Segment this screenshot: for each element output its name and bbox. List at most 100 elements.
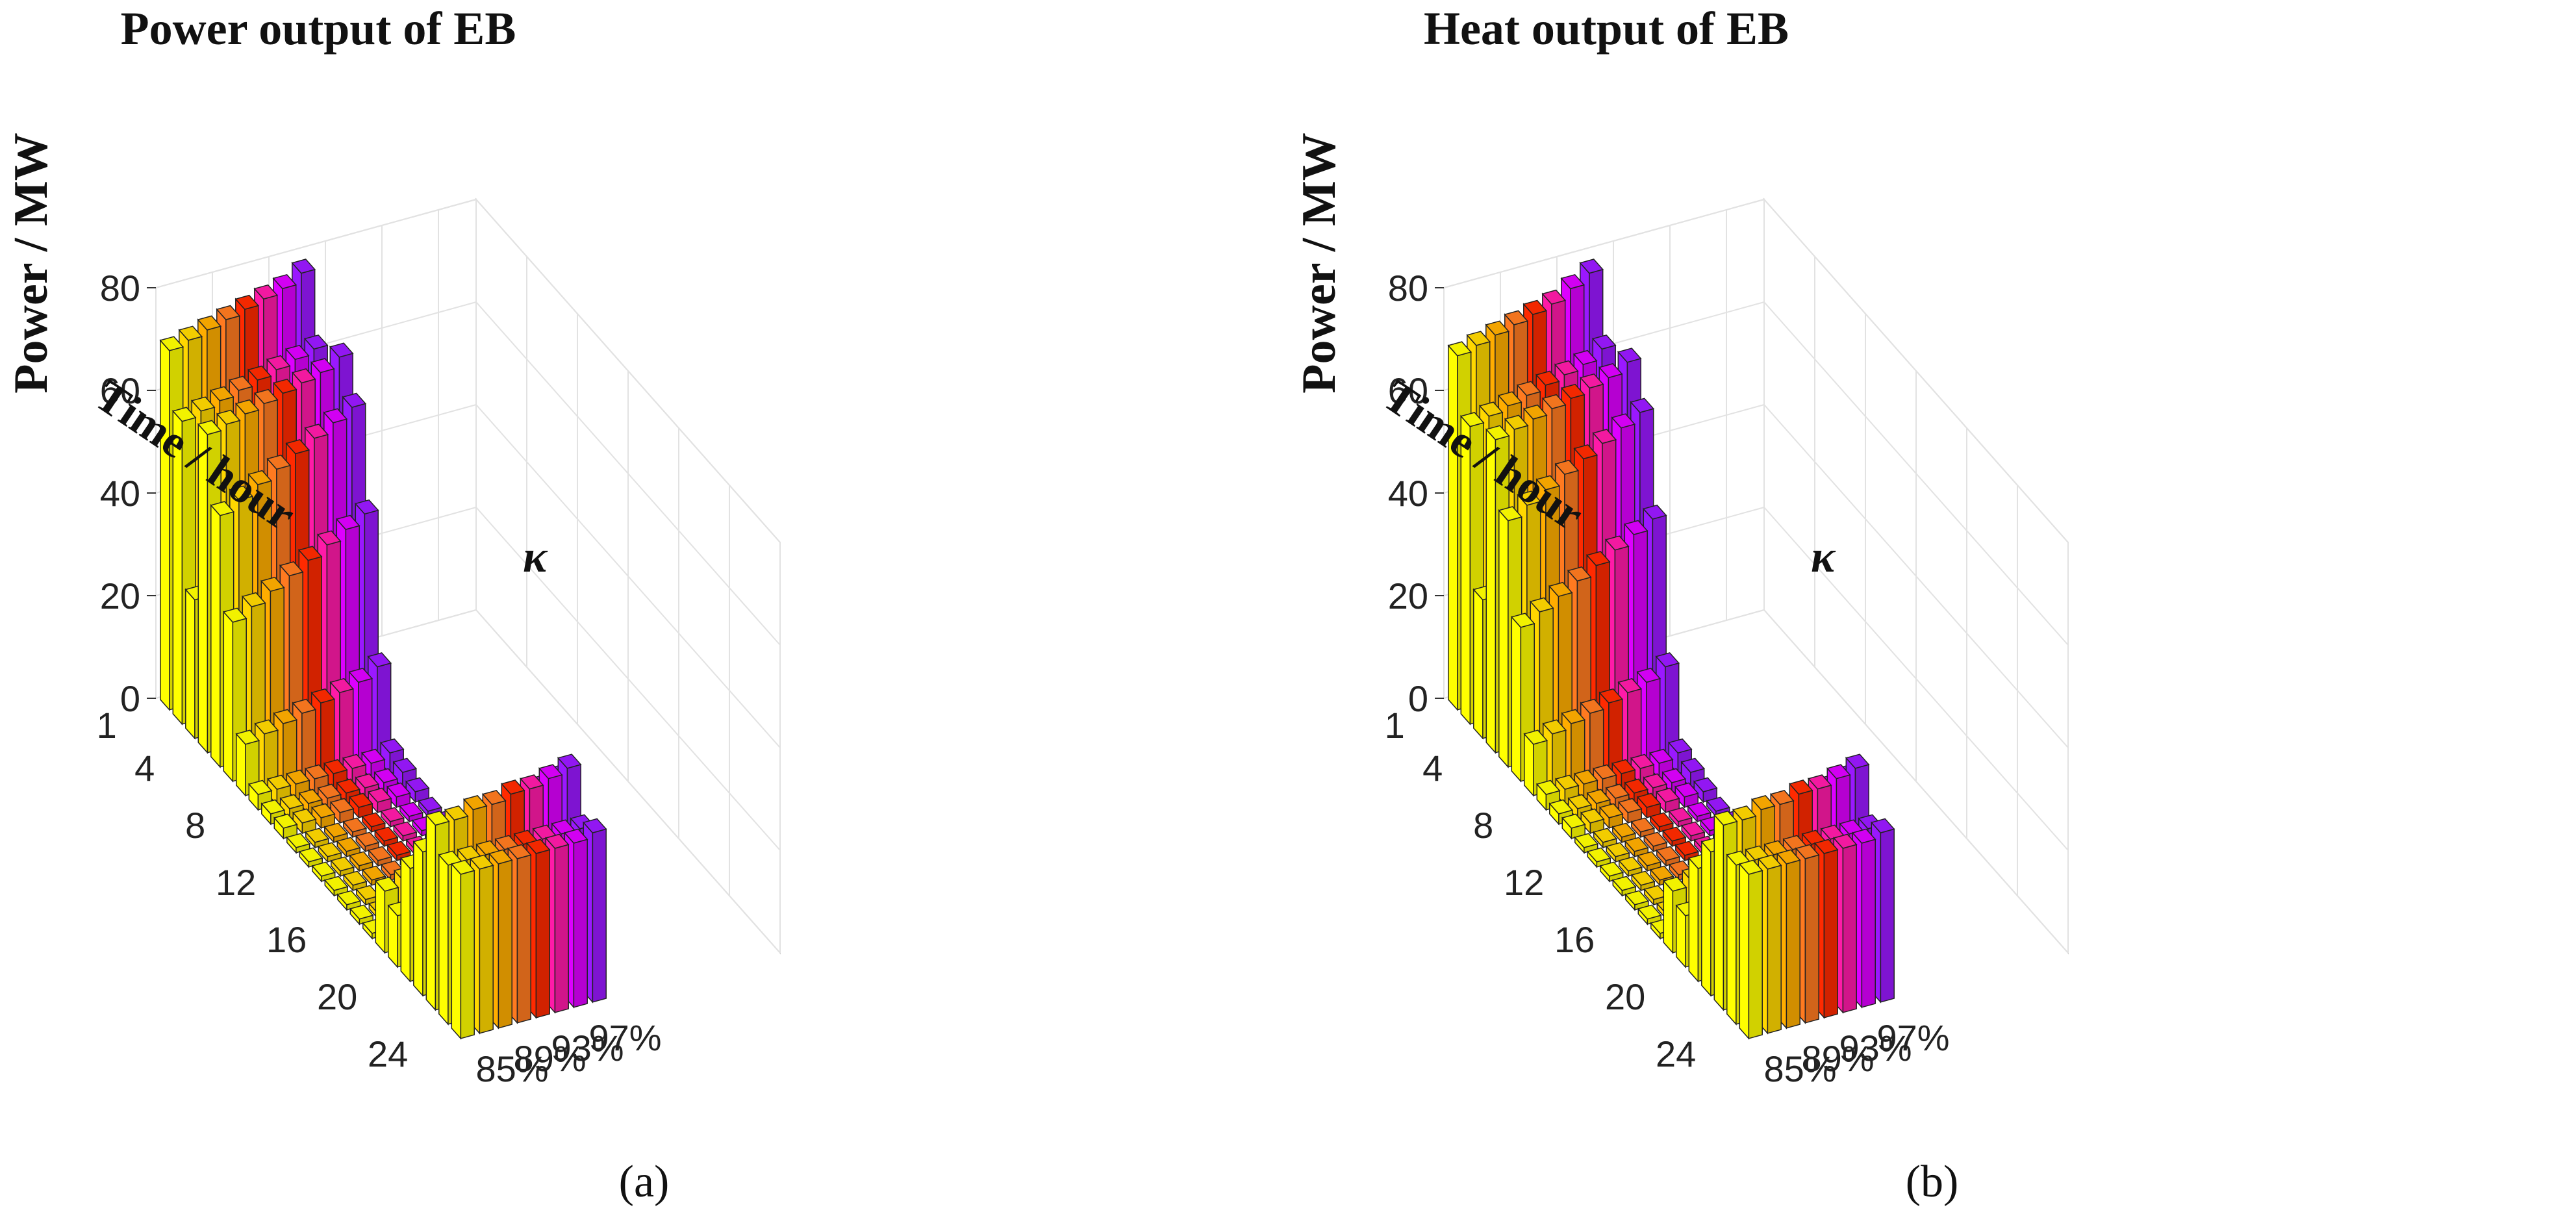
bar-top: [303, 334, 329, 350]
bar-side: [1511, 615, 1522, 783]
bar-top: [1667, 738, 1693, 754]
bar-top: [367, 652, 392, 668]
time-tick-label: 16: [1554, 919, 1595, 960]
bar-top: [361, 865, 386, 881]
bar-top: [310, 358, 335, 373]
bar-top: [1554, 774, 1580, 790]
bar-top: [544, 833, 570, 849]
bar: [1637, 851, 1662, 872]
bar-top: [355, 773, 380, 789]
bar-top: [1567, 794, 1593, 809]
bar: [1668, 807, 1693, 828]
bar-front: [460, 870, 475, 1039]
bar-side: [1448, 344, 1458, 711]
bar-top: [1624, 837, 1649, 852]
bar: [235, 729, 260, 797]
bar-top: [323, 876, 349, 891]
bar-top: [229, 485, 254, 501]
bar: [1561, 813, 1586, 840]
bar: [405, 777, 430, 803]
bar: [1757, 854, 1782, 1035]
bar-top: [1832, 833, 1858, 849]
bar-top: [1757, 854, 1782, 870]
bar-top: [292, 698, 317, 714]
bar-top: [292, 808, 317, 824]
bar-top: [450, 859, 475, 875]
bar: [1680, 821, 1706, 842]
bar-top: [1649, 812, 1674, 828]
bar-top: [348, 667, 373, 683]
bar-top: [1478, 401, 1504, 417]
bar-top: [1498, 506, 1523, 522]
bar-front: [573, 839, 588, 1008]
bar-top: [1623, 520, 1648, 535]
bar-front: [498, 859, 512, 1029]
bar-top: [1738, 859, 1763, 875]
bar-top: [462, 795, 488, 811]
bar-top: [241, 592, 266, 607]
bar: [1655, 787, 1680, 814]
bar-top: [279, 794, 305, 809]
bar-top: [1611, 822, 1637, 838]
bar-top: [386, 782, 411, 798]
bar-side: [425, 813, 436, 1011]
bar-top: [247, 365, 272, 381]
bar-side: [1498, 509, 1509, 768]
bar-top: [260, 799, 286, 815]
bar: [1586, 847, 1611, 868]
bar-top: [291, 259, 316, 274]
bar-top: [1585, 551, 1611, 566]
bar-top: [1687, 802, 1712, 817]
bar-side: [413, 840, 423, 997]
bar-top: [1630, 870, 1656, 886]
bar-top: [1643, 831, 1668, 847]
bar-front: [1804, 854, 1819, 1024]
bar-top: [1580, 808, 1605, 824]
bar-top: [273, 813, 298, 829]
kappa-tick-label: 93%: [551, 1028, 624, 1069]
bar-top: [342, 753, 367, 769]
bar-top: [336, 890, 362, 905]
time-tick-label: 24: [368, 1033, 408, 1074]
bar-top: [329, 798, 355, 813]
bar-top: [216, 305, 241, 320]
bar-side: [1473, 588, 1484, 740]
bar-top: [1466, 331, 1491, 346]
bar-top: [1655, 652, 1680, 668]
bar-top: [1674, 782, 1699, 798]
bar-top: [1535, 475, 1561, 490]
bar-top: [374, 876, 399, 892]
bar-top: [1611, 413, 1636, 429]
bar-top: [507, 844, 532, 859]
bar: [1580, 808, 1605, 835]
bar-top: [310, 688, 336, 704]
bar-top: [286, 833, 311, 848]
bar: [1611, 876, 1637, 897]
bar-top: [279, 561, 304, 577]
bar: [336, 837, 361, 858]
bar-top: [228, 375, 253, 391]
kappa-tick-label: 93%: [1839, 1028, 1912, 1069]
bar-top: [1548, 799, 1574, 815]
bar-top: [1574, 833, 1599, 848]
bar-top: [342, 392, 367, 408]
z-tick-label: 20: [100, 576, 140, 616]
bar-top: [1522, 299, 1548, 315]
bar-top: [1769, 790, 1795, 805]
bar-top: [1522, 404, 1548, 420]
bar: [336, 890, 362, 911]
panel-label-a: (a): [618, 1157, 670, 1207]
bar-top: [1649, 865, 1674, 881]
bar: [286, 833, 311, 854]
bar: [273, 709, 298, 787]
bar-top: [266, 355, 291, 371]
bar-top: [171, 407, 197, 422]
bar-top: [1535, 779, 1561, 795]
z-axis-label: Power / MW: [5, 133, 58, 393]
bar: [311, 861, 336, 883]
time-tick-label: 12: [216, 862, 256, 903]
bar-top: [1497, 391, 1522, 407]
bar: [1870, 818, 1895, 1004]
bar: [330, 856, 355, 878]
bar-top: [216, 409, 241, 425]
